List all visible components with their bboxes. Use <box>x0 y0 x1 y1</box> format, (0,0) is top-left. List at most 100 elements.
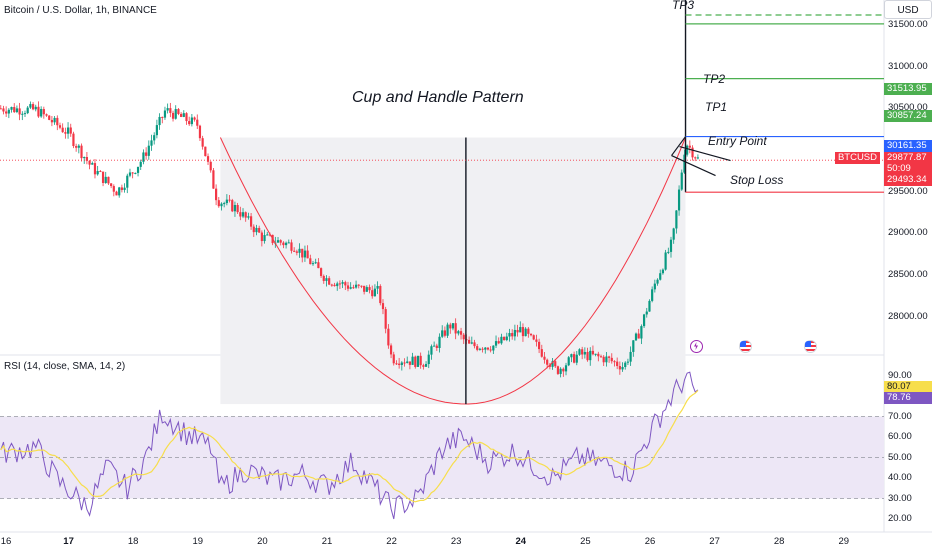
candle-body <box>58 125 62 128</box>
candle-body <box>543 356 546 360</box>
candle-body <box>263 235 266 242</box>
candle-body <box>330 284 333 286</box>
candle-body <box>459 331 463 335</box>
candle-body <box>392 354 395 364</box>
candle-body <box>145 152 148 156</box>
candle-body <box>239 212 242 217</box>
candle-body <box>521 327 525 337</box>
candle-body <box>174 109 177 119</box>
candle-body <box>435 345 438 348</box>
candle-body <box>694 157 697 159</box>
candle-body <box>661 269 665 274</box>
rsi-tick-label: 30.00 <box>888 492 912 504</box>
time-tick-label: 20 <box>257 536 268 547</box>
candle-body <box>406 361 409 363</box>
candle-body <box>48 115 51 120</box>
candle-body <box>677 189 681 211</box>
candle-body <box>341 282 344 284</box>
candle-body <box>204 146 207 157</box>
candle-body <box>284 242 288 246</box>
candle-body <box>15 108 19 113</box>
candle-body <box>201 138 204 147</box>
candle-body <box>260 232 263 242</box>
candle-body <box>454 323 457 334</box>
candle-body <box>632 340 635 352</box>
price-tick-label: 28500.00 <box>888 268 928 280</box>
time-tick-label: 28 <box>773 536 785 547</box>
candle-body <box>37 106 40 117</box>
candle-body <box>470 342 473 344</box>
candle-body <box>31 104 35 110</box>
rsi-sma-tag: 78.76 <box>884 392 932 404</box>
candle-body <box>153 135 156 141</box>
candle-body <box>651 289 654 301</box>
candle-body <box>50 119 54 123</box>
us-flag-icon[interactable] <box>804 340 817 353</box>
candle-body <box>7 109 10 114</box>
lightning-icon[interactable] <box>690 340 703 353</box>
candle-body <box>446 324 449 336</box>
candle-body <box>166 108 169 111</box>
candle-body <box>607 356 611 358</box>
candle-body <box>217 200 220 207</box>
drawings-layer <box>0 0 884 405</box>
candle-body <box>163 110 167 118</box>
candle-body <box>171 112 175 119</box>
rsi-tick-label: 40.00 <box>888 472 912 483</box>
candle-body <box>220 203 223 207</box>
candle-body <box>408 361 412 365</box>
candle-body <box>319 268 323 276</box>
candle-body <box>494 341 498 346</box>
candle-body <box>597 353 600 357</box>
candle-body <box>354 284 358 288</box>
candle-body <box>675 210 678 229</box>
candle-body <box>570 354 573 358</box>
candle-body <box>575 354 578 363</box>
price-tick-label: 31500.00 <box>888 19 928 31</box>
candle-body <box>53 117 56 123</box>
us-flag-icon[interactable] <box>739 340 752 353</box>
rsi-value-tag: 80.07 <box>884 381 932 393</box>
candle-body <box>182 113 185 117</box>
candle-body <box>45 114 48 116</box>
candle-body <box>338 283 342 285</box>
candle-body <box>691 147 694 158</box>
candle-body <box>381 303 385 310</box>
currency-button[interactable]: USD <box>884 0 932 19</box>
candle-body <box>303 250 307 258</box>
candle-body <box>389 345 393 355</box>
candle-body <box>497 341 500 344</box>
candle-body <box>209 161 212 171</box>
candle-body <box>540 349 543 357</box>
rsi-tick-label: 20.00 <box>888 513 912 524</box>
candle-body <box>656 279 659 284</box>
candle-body <box>400 362 403 366</box>
candle-body <box>476 346 479 350</box>
rsi-tick-label: 60.00 <box>888 431 912 442</box>
time-tick-label: 19 <box>192 536 204 547</box>
candle-body <box>196 119 199 126</box>
candle-body <box>489 349 492 351</box>
time-tick-label: 17 <box>63 536 74 547</box>
rsi-layer <box>0 371 699 520</box>
candle-body <box>683 154 686 173</box>
candle-body <box>93 163 97 175</box>
candle-body <box>422 365 425 367</box>
candle-body <box>88 160 91 165</box>
rsi-line <box>0 371 699 520</box>
candle-body <box>287 242 290 244</box>
candle-body <box>126 175 129 188</box>
candle-body <box>244 212 247 218</box>
candle-body <box>618 365 621 370</box>
candle-body <box>508 333 511 337</box>
candle-body <box>572 354 576 363</box>
candle-body <box>373 288 377 297</box>
candle-body <box>403 362 406 364</box>
candle-body <box>69 127 72 134</box>
candle-body <box>462 334 465 340</box>
candle-body <box>559 368 562 374</box>
candle-body <box>669 239 673 252</box>
candle-body <box>193 117 196 120</box>
candle-body <box>527 328 530 334</box>
